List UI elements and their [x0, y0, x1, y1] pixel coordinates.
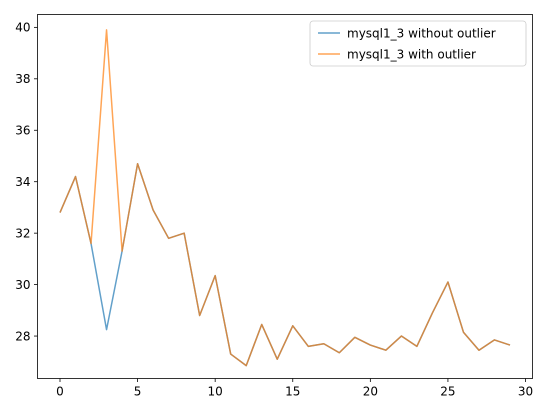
x-tick-label: 10	[208, 385, 223, 399]
plot-frame	[37, 14, 533, 379]
series-line-0	[59, 162, 511, 367]
series-layer	[59, 29, 511, 367]
y-tick-label: 30	[15, 278, 30, 292]
x-tick-label: 5	[134, 385, 142, 399]
series-line-1	[59, 29, 511, 367]
legend-box	[309, 20, 527, 67]
x-tick-label: 20	[363, 385, 378, 399]
x-axis: 0 5 10 15 20 25 30	[56, 378, 533, 399]
y-tick-label: 40	[15, 21, 30, 35]
x-tick-label: 25	[440, 385, 455, 399]
legend-label-with-outlier: mysql1_3 with outlier	[347, 48, 476, 62]
y-tick-label: 36	[15, 123, 30, 137]
x-tick-label: 30	[518, 385, 533, 399]
y-tick-label: 38	[15, 72, 30, 86]
x-tick-label: 15	[285, 385, 300, 399]
y-tick-label: 34	[15, 175, 30, 189]
x-tick-label: 0	[56, 385, 64, 399]
legend: mysql1_3 without outlier mysql1_3 with o…	[309, 20, 527, 67]
y-tick-label: 32	[15, 226, 30, 240]
y-tick-label: 28	[15, 329, 30, 343]
y-axis: 28 30 32 34 36 38 40	[15, 21, 38, 343]
legend-label-without-outlier: mysql1_3 without outlier	[347, 27, 496, 41]
